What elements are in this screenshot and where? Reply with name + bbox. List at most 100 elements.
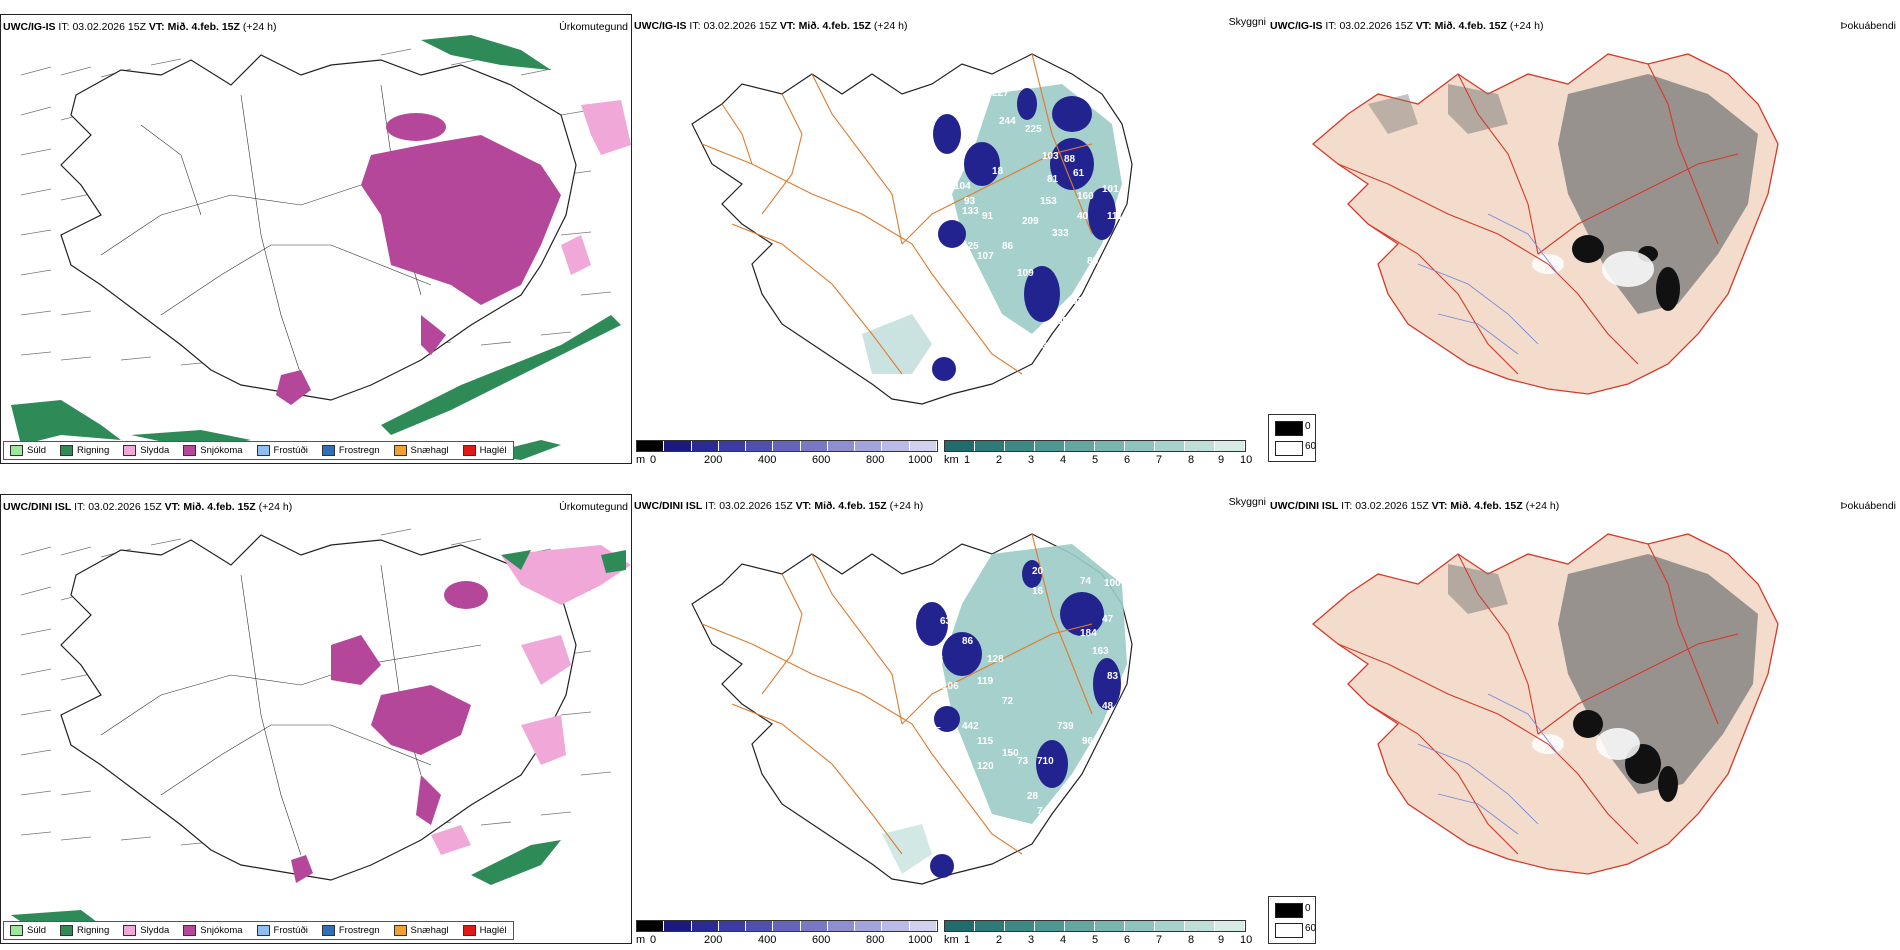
visibility-value-label: 111	[1107, 211, 1123, 222]
visibility-panel-row2: UWC/DINI ISL IT: 03.02.2026 15Z VT: Mið.…	[632, 494, 1268, 944]
altitude-colorbar-step	[664, 441, 692, 451]
alt-tick: 0	[650, 454, 657, 464]
visibility-value-label: 160	[1077, 191, 1094, 202]
visibility-value-label: 81	[1047, 174, 1059, 185]
altitude-colorbar-step	[800, 441, 828, 451]
vis-tick: 1	[964, 934, 971, 944]
legend-label: Snæhagl	[410, 445, 449, 456]
altitude-colorbar-step	[855, 441, 883, 451]
legend-item: Súld	[10, 925, 46, 936]
visibility-colorbar-step	[1155, 441, 1185, 451]
visibility-colorbar-step	[1065, 441, 1095, 451]
legend-item: Rigning	[60, 445, 109, 456]
visibility-value-label: 82	[932, 654, 944, 665]
legend-label: Snjókoma	[200, 925, 243, 936]
visibility-colorbar-step	[1215, 921, 1245, 931]
visibility-colorbar-step	[1005, 921, 1035, 931]
visibility-value-label: 209	[1022, 216, 1039, 227]
visibility-value-label: 74	[1080, 576, 1092, 587]
vis-tick: 2	[996, 454, 1003, 464]
alt-tick: 400	[758, 934, 777, 944]
visibility-unit: km	[944, 934, 959, 944]
legend-item: Snæhagl	[393, 445, 449, 456]
vis-tick: 6	[1124, 934, 1131, 944]
visibility-colorbar-step	[1095, 921, 1125, 931]
legend-label: Frostúði	[273, 445, 308, 456]
visibility-panel-row1: UWC/IG-IS IT: 03.02.2026 15Z VT: Mið. 4.…	[632, 14, 1268, 464]
visibility-colorbar-step	[945, 441, 975, 451]
visibility-value-label: 40	[1077, 211, 1089, 222]
visibility-value-label: 710	[1037, 756, 1054, 767]
fog-legend-swatch-light	[1275, 923, 1303, 938]
altitude-colorbar-step	[827, 441, 856, 451]
legend-swatch-snow-pellets	[393, 925, 407, 936]
visibility-value-label: 106	[942, 681, 959, 692]
visibility-colorbar-step	[1125, 921, 1155, 931]
visibility-colorbar	[944, 920, 1246, 932]
legend-label: Haglél	[479, 445, 507, 456]
visibility-colorbar-step	[975, 921, 1005, 931]
visibility-value-label: 83	[1107, 671, 1119, 682]
visibility-colorbar-step	[1185, 441, 1215, 451]
visibility-map: 20 74 100 16 47 184 163 63 86 82 128 119 106 72 442 115…	[691, 533, 1133, 889]
visibility-value-label: 244	[999, 116, 1016, 127]
altitude-colorbar-step	[691, 441, 719, 451]
visibility-colorbar	[944, 440, 1246, 452]
visibility-value-label: 153	[1040, 196, 1057, 207]
visibility-colorbar-step	[1005, 441, 1035, 451]
visibility-value-label: 88	[1087, 256, 1099, 267]
altitude-colorbar-step	[746, 921, 774, 931]
altitude-colorbar-step	[909, 441, 937, 451]
vis-tick: 10	[1240, 934, 1253, 944]
visibility-colorbar-step	[1155, 921, 1185, 931]
legend-swatch-freezing-drizzle	[256, 925, 270, 936]
visibility-value-label: 333	[1052, 228, 1069, 239]
panel-header: UWC/IG-IS IT: 03.02.2026 15Z VT: Mið. 4.…	[3, 21, 277, 33]
vis-tick: 9	[1218, 454, 1225, 464]
vis-tick: 1	[964, 454, 971, 464]
altitude-colorbar-step	[637, 441, 665, 451]
visibility-value-label: 84	[952, 161, 964, 172]
altitude-colorbar-step	[718, 921, 747, 931]
visibility-value-label: 20	[1032, 566, 1044, 577]
legend-item: Haglél	[462, 445, 507, 456]
fog-map	[1311, 533, 1779, 875]
fog-legend-swatch-light	[1275, 441, 1303, 456]
fog-legend-label: 60	[1305, 923, 1317, 934]
altitude-colorbar-step	[800, 921, 828, 931]
panel-title: Úrkomutegund	[559, 21, 628, 33]
legend-label: Rigning	[77, 445, 110, 456]
vis-tick: 10	[1240, 454, 1253, 464]
visibility-value-label: 48	[1102, 701, 1114, 712]
visibility-value-label: 12	[1112, 236, 1124, 247]
panel-title: Skyggni	[1228, 16, 1266, 28]
legend-swatch-freezing-rain	[321, 925, 335, 936]
legend-item: Frostregn	[321, 925, 380, 936]
visibility-value-label: 109	[1017, 268, 1034, 279]
alt-tick: 1000	[908, 454, 933, 464]
vis-tick: 2	[996, 934, 1003, 944]
panel-header: UWC/DINI ISL IT: 03.02.2026 15Z VT: Mið.…	[1270, 500, 1560, 512]
visibility-colorbar-step	[1215, 441, 1245, 451]
visibility-value-label: 227	[992, 88, 1009, 99]
precip-map	[11, 528, 631, 935]
legend-item: Frostúði	[256, 925, 308, 936]
altitude-colorbar-step	[827, 921, 856, 931]
vis-tick: 4	[1060, 454, 1067, 464]
vis-tick: 8	[1188, 454, 1195, 464]
altitude-colorbar-step	[691, 921, 719, 931]
legend-label: Snjókoma	[200, 445, 243, 456]
visibility-colorbar-step	[945, 921, 975, 931]
visibility-value-label: 69	[1057, 316, 1069, 327]
visibility-value-label: 184	[1080, 628, 1097, 639]
fog-legend-label: 60	[1305, 441, 1317, 452]
altitude-colorbar-step	[855, 921, 883, 931]
alt-tick: 800	[866, 454, 885, 464]
legend-swatch-freezing-drizzle	[256, 445, 270, 456]
legend-label: Haglél	[479, 925, 507, 936]
legend-swatch-snow	[183, 925, 197, 936]
legend-label: Slydda	[140, 445, 170, 456]
altitude-colorbar-step	[637, 921, 665, 931]
fog-legend-swatch-dark	[1275, 421, 1303, 436]
legend-label: Snæhagl	[410, 925, 449, 936]
